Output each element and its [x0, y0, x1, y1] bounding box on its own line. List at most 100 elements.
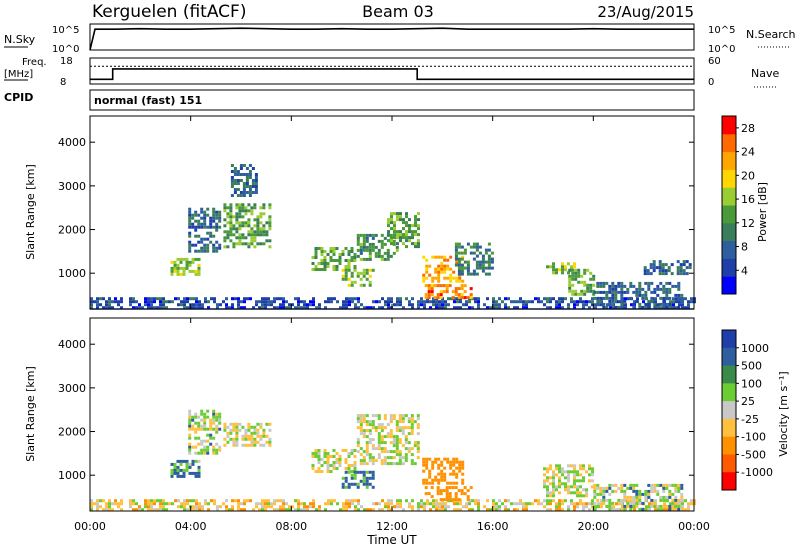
heat-cell: [318, 303, 321, 307]
heat-cell: [405, 239, 408, 243]
heat-cell: [577, 271, 581, 275]
heat-cell: [297, 306, 300, 310]
heat-cell: [200, 439, 204, 443]
heat-cell: [396, 242, 399, 246]
heat-cell: [546, 297, 549, 301]
heat-cell: [262, 212, 266, 216]
heat-cell: [437, 466, 441, 470]
heat-cell: [440, 261, 444, 265]
heat-cell: [235, 428, 239, 432]
heat-cell: [312, 499, 315, 503]
heat-cell: [375, 502, 378, 506]
cpid-value: normal (fast) 151: [94, 94, 202, 107]
heat-cell: [425, 264, 429, 268]
heat-cell: [198, 505, 201, 509]
heat-cell: [105, 508, 108, 512]
heat-cell: [399, 505, 402, 509]
heat-cell: [561, 268, 564, 272]
heat-cell: [608, 492, 612, 496]
heat-cell: [333, 297, 336, 301]
heat-cell: [323, 268, 327, 271]
heat-cell: [643, 272, 647, 276]
heat-cell: [365, 485, 369, 489]
heat-cell: [460, 293, 464, 297]
heat-cell: [371, 438, 375, 442]
heat-cell: [466, 266, 470, 270]
heat-cell: [580, 280, 584, 284]
heat-cell: [629, 504, 633, 508]
heat-cell: [206, 433, 210, 437]
power-ylabel: Slant Range [km]: [24, 164, 37, 260]
heat-cell: [173, 462, 177, 466]
heat-cell: [177, 505, 180, 509]
heat-cell: [114, 300, 117, 304]
heat-cell: [681, 502, 684, 506]
heat-cell: [443, 475, 447, 479]
heat-cell: [219, 303, 222, 307]
heat-cell: [408, 505, 411, 509]
heat-cell: [185, 260, 189, 264]
heat-cell: [120, 499, 123, 503]
heat-cell: [459, 306, 462, 310]
heat-cell: [314, 452, 318, 455]
heat-cell: [623, 504, 627, 508]
heat-cell: [416, 426, 420, 430]
heat-cell: [359, 470, 363, 474]
heat-cell: [345, 505, 348, 509]
heat-cell: [250, 206, 254, 210]
heat-cell: [183, 505, 186, 509]
heat-cell: [242, 191, 246, 194]
heat-cell: [454, 498, 458, 502]
heat-cell: [345, 300, 348, 304]
heat-cell: [194, 272, 198, 276]
heat-cell: [453, 508, 456, 512]
heat-cell: [396, 502, 399, 506]
heat-cell: [294, 508, 297, 512]
heat-cell: [261, 499, 264, 503]
heat-cell: [396, 505, 399, 509]
heat-cell: [350, 473, 354, 477]
heat-cell: [475, 272, 479, 276]
heat-cell: [627, 499, 630, 503]
heat-cell: [273, 300, 276, 304]
heat-cell: [368, 245, 372, 249]
heat-cell: [549, 499, 552, 503]
heat-cell: [585, 303, 588, 307]
heat-cell: [387, 297, 390, 301]
heat-cell: [159, 508, 162, 512]
heat-cell: [342, 508, 345, 512]
heat-cell: [649, 266, 653, 270]
heat-cell: [576, 488, 579, 492]
heat-cell: [602, 501, 606, 505]
heat-cell: [147, 297, 150, 301]
heat-cell: [540, 502, 543, 506]
heat-cell: [567, 479, 570, 483]
heat-cell: [463, 251, 467, 255]
heat-cell: [580, 292, 584, 296]
heat-cell: [680, 492, 684, 496]
heat-cell: [573, 464, 576, 468]
heat-cell: [165, 300, 168, 304]
heat-cell: [416, 447, 420, 451]
heat-cell: [314, 470, 318, 473]
heat-cell: [365, 462, 369, 466]
heat-cell: [671, 504, 675, 508]
heat-cell: [672, 508, 675, 512]
heat-cell: [264, 297, 267, 301]
heat-cell: [455, 475, 459, 479]
heat-cell: [197, 240, 201, 244]
heat-cell: [677, 486, 681, 490]
heat-cell: [579, 300, 582, 304]
heat-cell: [638, 284, 642, 288]
heat-cell: [665, 290, 669, 294]
heat-cell: [674, 507, 678, 511]
heat-cell: [330, 297, 333, 301]
heat-cell: [246, 499, 249, 503]
heat-cell: [417, 505, 420, 509]
heat-cell: [248, 188, 252, 191]
heat-cell: [341, 449, 345, 452]
heat-cell: [623, 290, 627, 294]
heat-cell: [596, 296, 600, 300]
heat-cell: [192, 505, 195, 509]
